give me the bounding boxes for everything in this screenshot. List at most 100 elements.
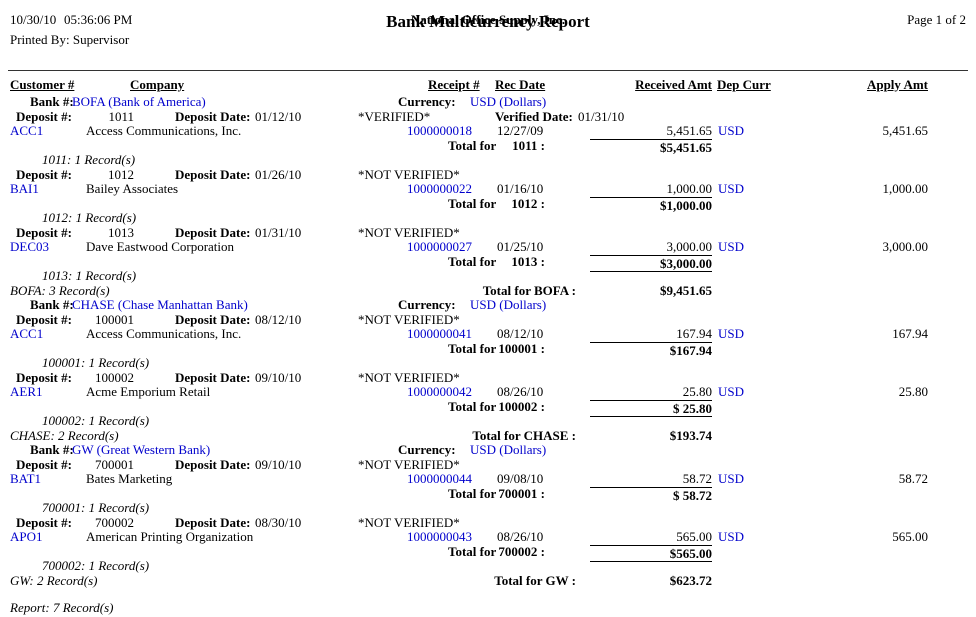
deposit-record-count: 700002: 1 Record(s) [42,558,150,573]
deposit-record-count: 1012: 1 Record(s) [42,210,137,225]
receipt-date: 09/08/10 [497,471,544,486]
col-company: Company [130,77,185,92]
report-record-count-row: Report: 7 Record(s) [0,600,976,616]
bank-total-row: CHASE: 2 Record(s) Total for CHASE : $19… [0,427,976,444]
total-for-label: Total for [448,195,497,211]
receipt-link[interactable]: 1000000043 [407,529,472,544]
deposit-currency-link[interactable]: USD [718,239,745,254]
receipt-link[interactable]: 1000000018 [407,123,472,138]
receipt-date: 01/16/10 [497,181,544,196]
deposit-date: 08/30/10 [255,514,302,530]
deposit-currency-link[interactable]: USD [718,181,745,196]
deposit-total-number: 1012 : [511,195,545,211]
deposit-currency-link[interactable]: USD [718,529,745,544]
deposit-number-label: Deposit #: [16,514,72,530]
report-record-count: Report: 7 Record(s) [10,600,114,615]
deposit-total-amount: $ 58.72 [590,486,712,504]
col-receipt: Receipt # [428,77,480,92]
print-time: 05:36:06 PM [64,12,133,27]
deposit-date: 01/12/10 [255,108,302,124]
receipt-row: DEC03 Dave Eastwood Corporation 10000000… [0,239,976,255]
received-amount: 58.72 [682,471,712,486]
customer-link[interactable]: DEC03 [10,239,49,254]
currency-link[interactable]: USD (Dollars) [470,297,547,312]
receipt-row: APO1 American Printing Organization 1000… [0,529,976,545]
bank-record-count: GW: 2 Record(s) [10,572,98,588]
deposit-total-row: Total for 1011 : $5,451.65 [0,138,976,154]
customer-link[interactable]: BAI1 [10,181,39,196]
bank-link[interactable]: BOFA (Bank of America) [72,94,206,109]
bank-link[interactable]: CHASE (Chase Manhattan Bank) [72,297,248,312]
bank-group-header: Bank #: GW (Great Western Bank) Currency… [0,442,976,458]
deposit-date: 09/10/10 [255,369,302,385]
customer-link[interactable]: ACC1 [10,123,44,138]
deposit-header: Deposit #: 700002 Deposit Date: 08/30/10… [0,514,976,531]
report-body: Bank #: BOFA (Bank of America) Currency:… [0,94,976,616]
bank-total-amount: $9,451.65 [660,282,712,298]
verification-status: *NOT VERIFIED* [358,456,460,472]
deposit-header: Deposit #: 1013 Deposit Date: 01/31/10 *… [0,224,976,241]
received-amount: 25.80 [682,384,712,399]
deposit-number-label: Deposit #: [16,369,72,385]
customer-link[interactable]: APO1 [10,529,43,544]
report-title: Bank Multicurrency Report [386,12,590,31]
deposit-number: 1011 [108,108,134,124]
deposit-record-count: 700001: 1 Record(s) [42,500,150,515]
total-for-label: Total for [448,543,497,559]
receipt-date: 08/26/10 [497,529,544,544]
deposit-date: 01/26/10 [255,166,302,182]
received-amount: 3,000.00 [666,239,713,254]
receipt-date: 08/12/10 [497,326,544,341]
deposit-number-label: Deposit #: [16,456,72,472]
company-name: Access Communications, Inc. [86,123,242,138]
deposit-header: Deposit #: 1012 Deposit Date: 01/26/10 *… [0,166,976,183]
receipt-link[interactable]: 1000000044 [407,471,472,486]
apply-amount: 5,451.65 [882,123,929,138]
currency-link[interactable]: USD (Dollars) [470,442,547,457]
deposit-record-count-row: 1011: 1 Record(s) [0,152,976,168]
receipt-link[interactable]: 1000000027 [407,239,472,254]
bank-total-amount: $193.74 [669,427,712,443]
deposit-number: 1013 [108,224,134,240]
receipt-link[interactable]: 1000000042 [407,384,472,399]
received-amount: 1,000.00 [666,181,713,196]
deposit-number-label: Deposit #: [16,311,72,327]
receipt-link[interactable]: 1000000041 [407,326,472,341]
deposit-currency-link[interactable]: USD [718,326,745,341]
company-name: Acme Emporium Retail [86,384,211,399]
deposit-record-count-row: 1012: 1 Record(s) [0,210,976,226]
verification-status: *NOT VERIFIED* [358,369,460,385]
receipt-row: BAI1 Bailey Associates 1000000022 01/16/… [0,181,976,197]
receipt-row: ACC1 Access Communications, Inc. 1000000… [0,123,976,139]
deposit-date-label: Deposit Date: [175,311,251,327]
apply-amount: 1,000.00 [882,181,929,196]
deposit-total-row: Total for 700001 : $ 58.72 [0,486,976,504]
company-name: Bates Marketing [86,471,173,486]
deposit-date-label: Deposit Date: [175,456,251,472]
bank-link[interactable]: GW (Great Western Bank) [72,442,211,457]
bank-total-amount: $623.72 [669,572,712,588]
deposit-date-label: Deposit Date: [175,166,251,182]
receipt-link[interactable]: 1000000022 [407,181,472,196]
currency-link[interactable]: USD (Dollars) [470,94,547,109]
deposit-total-row: Total for 100001 : $167.94 [0,341,976,357]
deposit-currency-link[interactable]: USD [718,384,745,399]
deposit-number: 1012 [108,166,134,182]
bank-total-label: Total for CHASE : [472,427,576,443]
customer-link[interactable]: BAT1 [10,471,42,486]
currency-label: Currency: [398,442,456,457]
deposit-date: 08/12/10 [255,311,302,327]
deposit-total-number: 700002 : [498,543,545,559]
customer-link[interactable]: AER1 [10,384,43,399]
customer-link[interactable]: ACC1 [10,326,44,341]
company-name: Access Communications, Inc. [86,326,242,341]
deposit-currency-link[interactable]: USD [718,123,745,138]
deposit-currency-link[interactable]: USD [718,471,745,486]
receipt-row: BAT1 Bates Marketing 1000000044 09/08/10… [0,471,976,487]
currency-label: Currency: [398,94,456,109]
deposit-record-count-row: 100001: 1 Record(s) [0,355,976,371]
verified-date: 01/31/10 [578,108,625,124]
bank-number-label: Bank #: [30,94,74,109]
page-number: Page 1 of 2 [907,12,966,27]
